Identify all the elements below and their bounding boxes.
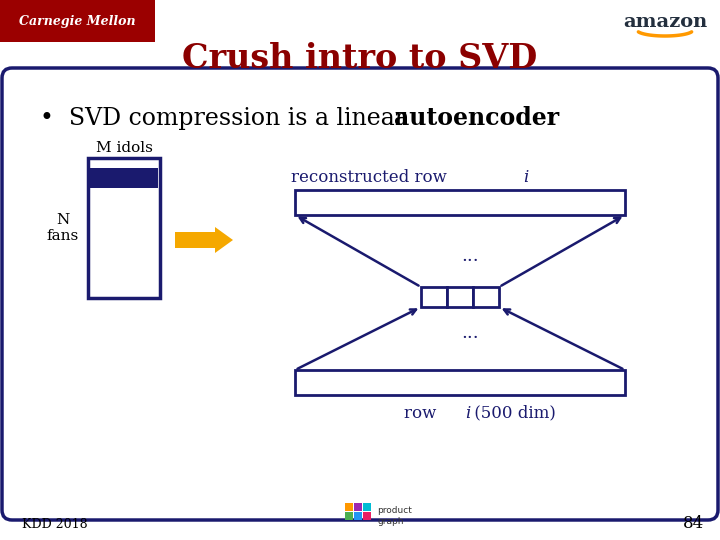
Bar [295, 190, 625, 215]
Text: i: i [465, 404, 471, 422]
Bar [447, 287, 473, 307]
Bar [0, 0, 155, 42]
Text: i: i [523, 170, 528, 186]
Bar [88, 158, 160, 298]
Text: •  SVD compression is a linear: • SVD compression is a linear [40, 106, 413, 130]
Bar [354, 512, 362, 520]
Bar [421, 287, 447, 307]
Text: product
graph: product graph [377, 507, 412, 526]
Bar [295, 370, 625, 395]
Bar [354, 503, 362, 511]
Text: ...: ... [462, 247, 479, 265]
Bar [473, 287, 499, 307]
Text: row: row [405, 404, 442, 422]
Text: autoencoder: autoencoder [394, 106, 559, 130]
FancyArrow shape [175, 227, 233, 253]
Text: 84: 84 [683, 516, 703, 532]
Bar [363, 503, 371, 511]
Bar [90, 168, 158, 188]
Text: amazon: amazon [623, 13, 707, 31]
Text: ...: ... [462, 325, 479, 342]
Text: M idols: M idols [96, 141, 153, 155]
Text: Carnegie Mellon: Carnegie Mellon [19, 16, 135, 29]
Text: reconstructed row: reconstructed row [291, 170, 452, 186]
Text: KDD 2018: KDD 2018 [22, 517, 88, 530]
Bar [363, 512, 371, 520]
Text: N
fans: N fans [47, 213, 79, 243]
Text: Crush intro to SVD: Crush intro to SVD [182, 42, 538, 75]
Bar [345, 503, 353, 511]
Text: (500 dim): (500 dim) [469, 404, 555, 422]
Bar [345, 512, 353, 520]
